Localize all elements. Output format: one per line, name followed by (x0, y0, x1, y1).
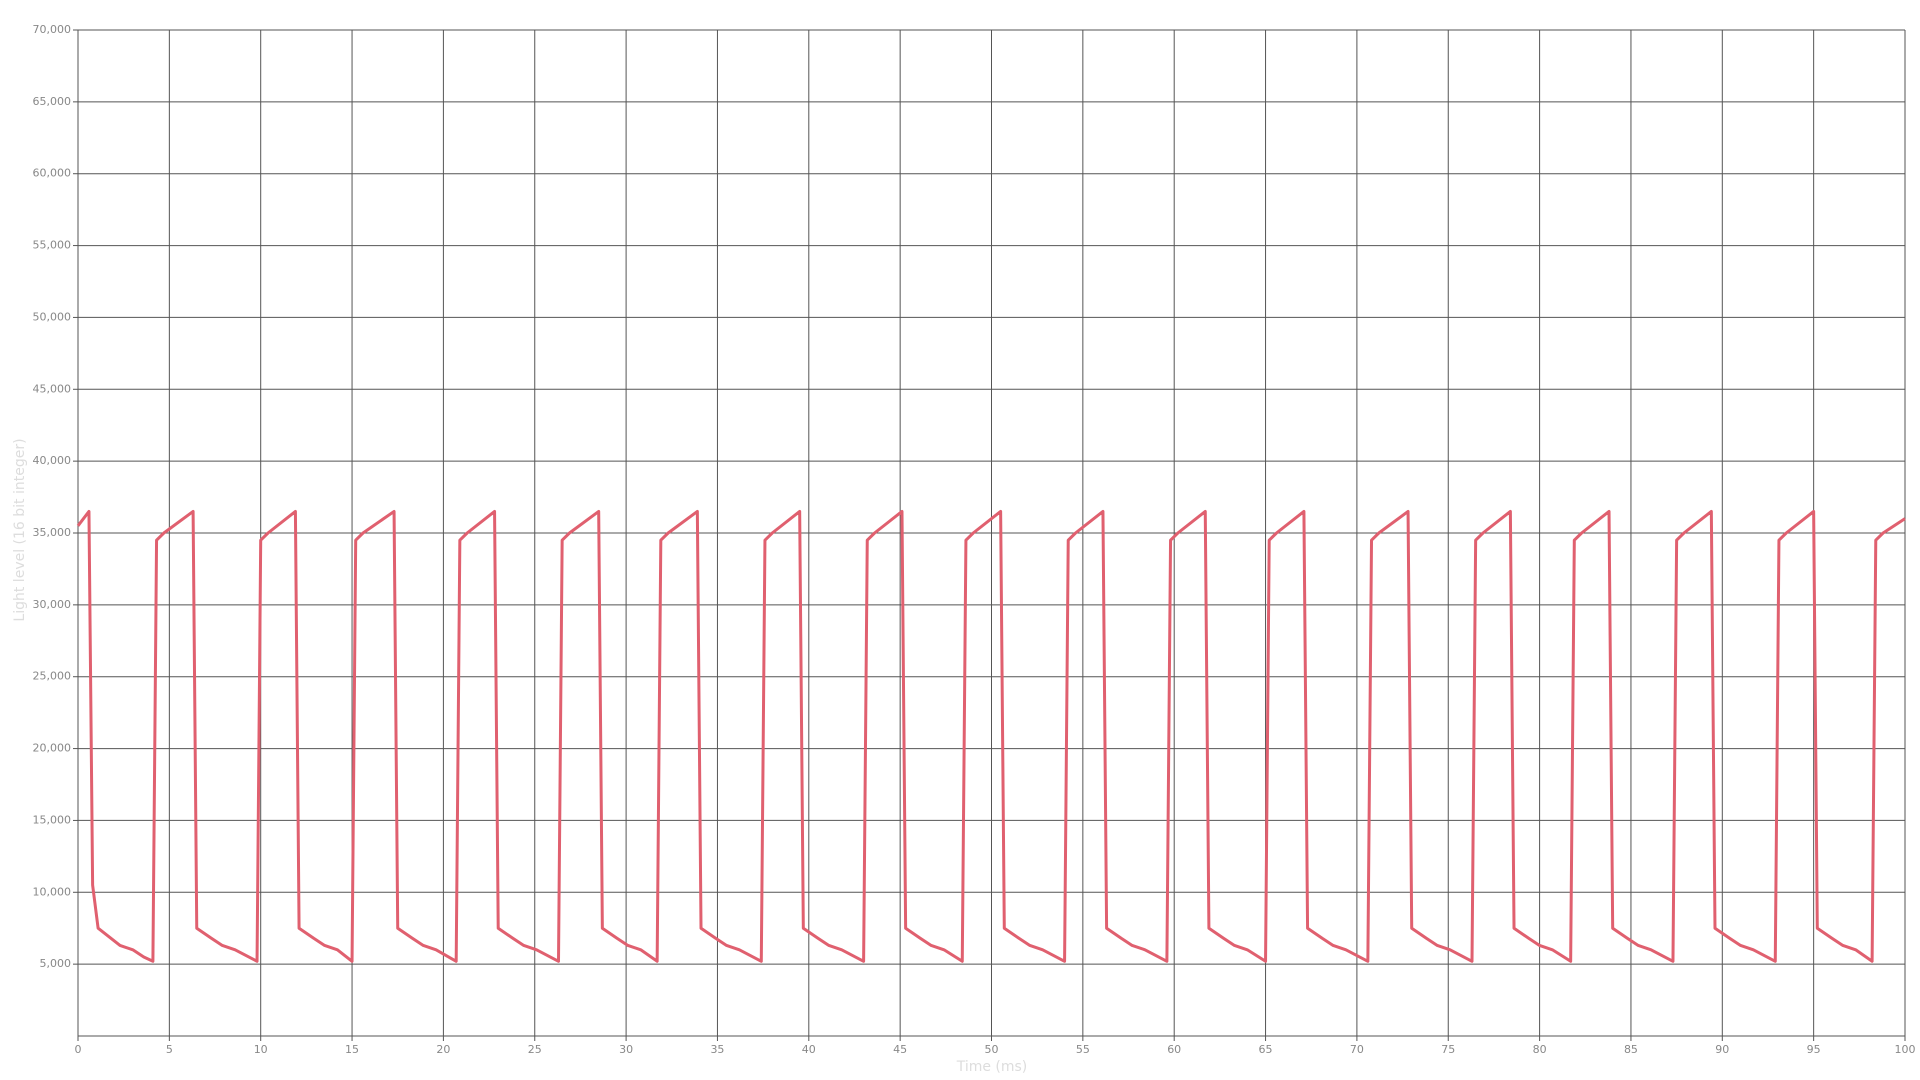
x-tick-label: 5 (166, 1043, 173, 1056)
x-tick-label: 45 (893, 1043, 907, 1056)
y-tick-label: 30,000 (33, 598, 72, 611)
x-axis-title: Time (ms) (956, 1059, 1028, 1075)
data-line (76, 509, 1906, 963)
y-tick-label: 45,000 (33, 382, 72, 395)
x-tick-label: 30 (619, 1043, 633, 1056)
x-tick-label: 0 (75, 1043, 82, 1056)
x-tick-label: 75 (1441, 1043, 1455, 1056)
y-tick-label: 25,000 (33, 670, 72, 683)
y-axis-title: Light level (16 bit integer) (12, 438, 28, 621)
y-tick-label: 60,000 (33, 167, 72, 180)
x-tick-label: 80 (1533, 1043, 1547, 1056)
x-tick-label: 20 (436, 1043, 450, 1056)
x-tick-label: 35 (710, 1043, 724, 1056)
y-tick-label: 50,000 (33, 310, 72, 323)
y-tick-label: 35,000 (33, 526, 72, 539)
x-tick-label: 65 (1259, 1043, 1273, 1056)
x-tick-label: 40 (802, 1043, 816, 1056)
x-tick-label: 70 (1350, 1043, 1364, 1056)
y-tick-label: 15,000 (33, 813, 72, 826)
x-tick-label: 50 (985, 1043, 999, 1056)
y-tick-label: 20,000 (33, 742, 72, 755)
x-tick-label: 10 (254, 1043, 268, 1056)
x-tick-label: 55 (1076, 1043, 1090, 1056)
y-tick-label: 10,000 (33, 885, 72, 898)
x-tick-label: 25 (528, 1043, 542, 1056)
x-tick-label: 95 (1807, 1043, 1821, 1056)
x-tick-label: 100 (1895, 1043, 1916, 1056)
y-tick-label: 5,000 (40, 957, 72, 970)
y-tick-label: 65,000 (33, 95, 72, 108)
x-tick-label: 90 (1715, 1043, 1729, 1056)
x-tick-label: 60 (1167, 1043, 1181, 1056)
y-tick-label: 40,000 (33, 454, 72, 467)
x-tick-label: 15 (345, 1043, 359, 1056)
y-tick-label: 70,000 (33, 23, 72, 36)
y-tick-label: 55,000 (33, 239, 72, 252)
x-tick-label: 85 (1624, 1043, 1638, 1056)
